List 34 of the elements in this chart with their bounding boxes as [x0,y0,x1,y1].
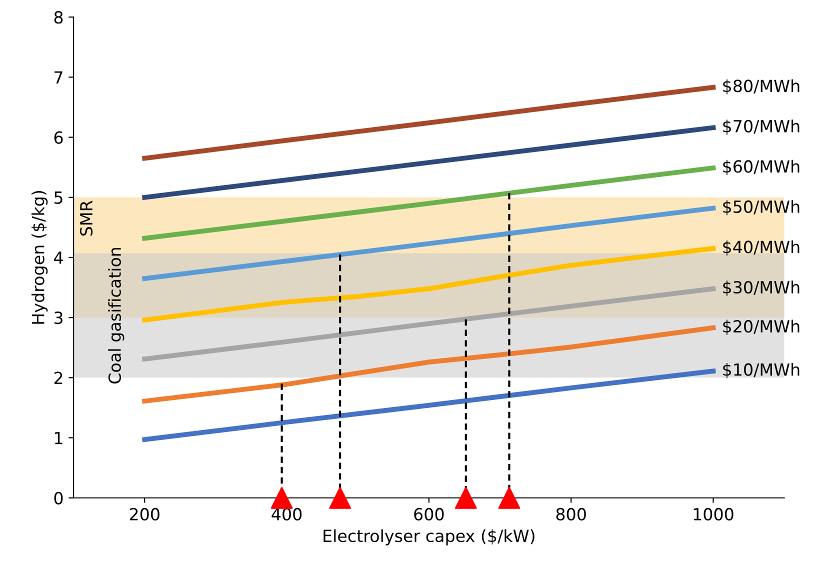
series-label: $80/MWh [723,79,800,94]
y-tick-label: 5 [54,192,62,204]
y-tick-label: 8 [54,11,63,24]
line-series [142,165,716,241]
y-axis-title: Hydrogen ($/kg) [32,191,48,324]
series-label: $70/MWh [723,120,800,135]
x-tick-label: 800 [556,508,586,520]
series-label: $10/MWh [723,363,800,378]
x-tick-label: 1000 [694,508,734,520]
line-series [142,325,716,404]
band-label: SMR [80,200,93,236]
line-series [142,206,716,281]
series-label: $60/MWh [723,160,800,175]
line-series [142,84,716,161]
band-label: Coal gasification [108,248,124,384]
x-tick-label: 400 [272,508,302,520]
x-tick-label: 600 [414,508,444,520]
y-tick-label: 2 [54,372,62,384]
y-tick-label: 1 [55,432,62,444]
line-series [142,286,716,362]
y-tick-label: 6 [54,131,63,144]
series-label: $40/MWh [723,240,800,256]
series-label: $30/MWh [723,280,800,296]
series-label: $20/MWh [723,320,800,335]
x-tick-label: 200 [130,508,160,520]
x-axis-title: Electrolyser capex ($/kW) [324,529,534,546]
y-tick-label: 7 [54,71,62,84]
series-label: $50/MWh [723,200,800,216]
y-tick-label: 4 [54,252,63,264]
line-series [142,246,716,322]
line-series [142,368,716,442]
y-tick-label: 0 [54,492,63,504]
y-tick-label: 3 [54,312,62,324]
line-series [142,125,716,200]
